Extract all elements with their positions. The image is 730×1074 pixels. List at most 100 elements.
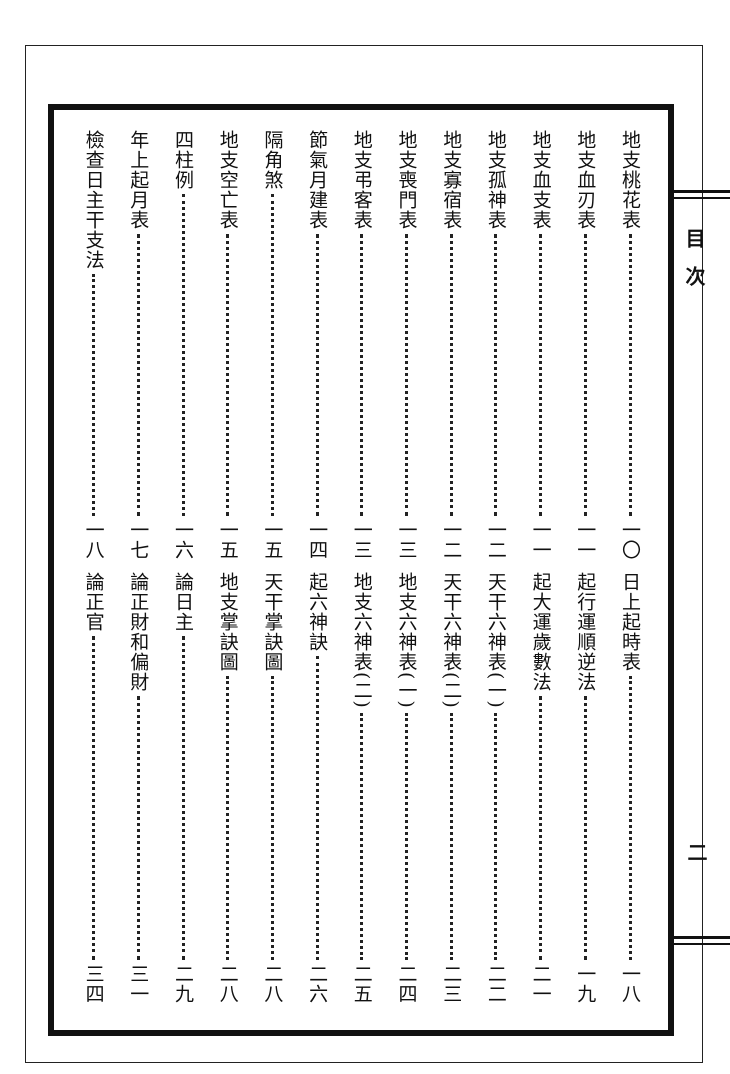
dot-leader [136,696,140,960]
toc-entry: 地支六神表(一) 二四 [394,572,420,1004]
dot-leader [136,234,140,516]
dot-leader [181,194,185,516]
entry-title: 地支掌訣圖 [216,572,239,672]
entry-title: 四柱例 [172,130,194,190]
entry-page: 一九 [574,964,597,1004]
entry-page: 二八 [261,964,284,1004]
entry-title: 地支孤神表 [484,130,507,230]
entry-title: 地支寡宿表 [440,130,463,230]
toc-entry: 地支孤神表 一二 [483,130,509,560]
entry-page: 一八 [82,520,105,560]
entry-title: 年上起月表 [127,130,150,230]
entry-page: 一一 [529,520,552,560]
entry-title: 地支血支表 [529,130,552,230]
dot-leader [494,234,498,516]
toc-entry: 地支空亡表 一五 [215,130,241,560]
dot-leader [494,712,498,960]
dot-leader [226,676,230,960]
entry-page: 一二 [440,520,463,560]
toc-entry: 論正財和偏財 三一 [125,572,151,1004]
dot-leader [539,696,543,960]
entry-page: 二五 [350,964,373,1004]
entry-page: 一五 [216,520,239,560]
dot-leader [360,712,364,960]
entry-title: 論正官 [82,572,105,632]
binding-string [674,943,730,945]
entry-page: 一三 [395,520,418,560]
toc-entry: 隔角煞 一五 [259,130,285,560]
toc-entry: 地支弔客表 一三 [349,130,375,560]
toc-entry: 論日主 二九 [170,572,196,1004]
entry-title: 天干六神表(一) [484,572,507,709]
toc-entry: 年上起月表 一七 [125,130,151,560]
entry-page: 一〇 [619,520,641,560]
entry-title: 地支六神表(一) [395,572,418,709]
entry-page: 一七 [127,520,150,560]
margin-title: 目次 [682,228,706,304]
margin-page-number: 二 [684,842,708,862]
dot-leader [449,234,453,516]
toc-entry: 檢查日主干支法 一八 [81,130,107,560]
entry-page: 二四 [395,964,418,1004]
entry-title: 節氣月建表 [306,130,329,230]
entry-title: 地支桃花表 [619,130,641,230]
entry-page: 二二 [484,964,507,1004]
entry-title: 地支六神表(二) [350,572,373,709]
entry-title: 地支空亡表 [216,130,239,230]
entry-title: 起大運歲數法 [529,572,552,692]
dot-leader [539,234,543,516]
dot-leader [360,234,364,516]
entry-page: 三四 [82,964,105,1004]
toc-entry: 地支寡宿表 一二 [438,130,464,560]
dot-leader [270,194,274,516]
dot-leader [628,676,632,960]
dot-leader [315,656,319,960]
dot-leader [92,274,96,516]
toc-entry: 起大運歲數法 二一 [528,572,554,1004]
toc-entry: 地支六神表(二) 二五 [349,572,375,1004]
entry-page: 一四 [306,520,329,560]
entry-page: 二一 [529,964,552,1004]
entry-title: 論日主 [172,572,194,632]
toc-entry: 節氣月建表 一四 [304,130,330,560]
toc-entry: 地支喪門表 一三 [394,130,420,560]
dot-leader [270,676,274,960]
entry-title: 天干掌訣圖 [261,572,284,672]
entry-page: 一六 [172,520,194,560]
dot-leader [628,234,632,516]
binding-string [674,197,730,199]
page-border [25,45,703,1063]
dot-leader [405,712,408,960]
toc-entry: 地支血支表 一一 [528,130,554,560]
dot-leader [92,636,96,960]
entry-page: 二九 [172,964,194,1004]
dot-leader [583,696,587,960]
entry-page: 一一 [574,520,597,560]
entry-page: 二八 [216,964,239,1004]
entry-page: 二三 [440,964,463,1004]
entry-page: 一八 [619,964,641,1004]
dot-leader [181,636,185,960]
toc-entry: 地支掌訣圖 二八 [215,572,241,1004]
toc-entry: 四柱例 一六 [170,130,196,560]
entry-title: 起六神訣 [306,572,329,652]
dot-leader [583,234,587,516]
toc-entry: 起行運順逆法 一九 [572,572,598,1004]
entry-title: 起行運順逆法 [574,572,597,692]
dot-leader [226,234,230,516]
toc-entry: 地支桃花表 一〇 [617,130,643,560]
binding-string [674,190,730,193]
toc-entry: 地支血刃表 一一 [572,130,598,560]
toc-entry: 日上起時表 一八 [617,572,643,1004]
entry-title: 日上起時表 [619,572,641,672]
dot-leader [315,234,319,516]
entry-title: 天干六神表(二) [440,572,463,709]
dot-leader [449,712,453,960]
entry-page: 一二 [484,520,507,560]
toc-entry: 起六神訣 二六 [304,572,330,1004]
entry-page: 二六 [306,964,329,1004]
toc-entry: 天干六神表(二) 二三 [438,572,464,1004]
entry-page: 三一 [127,964,150,1004]
entry-title: 地支弔客表 [350,130,373,230]
